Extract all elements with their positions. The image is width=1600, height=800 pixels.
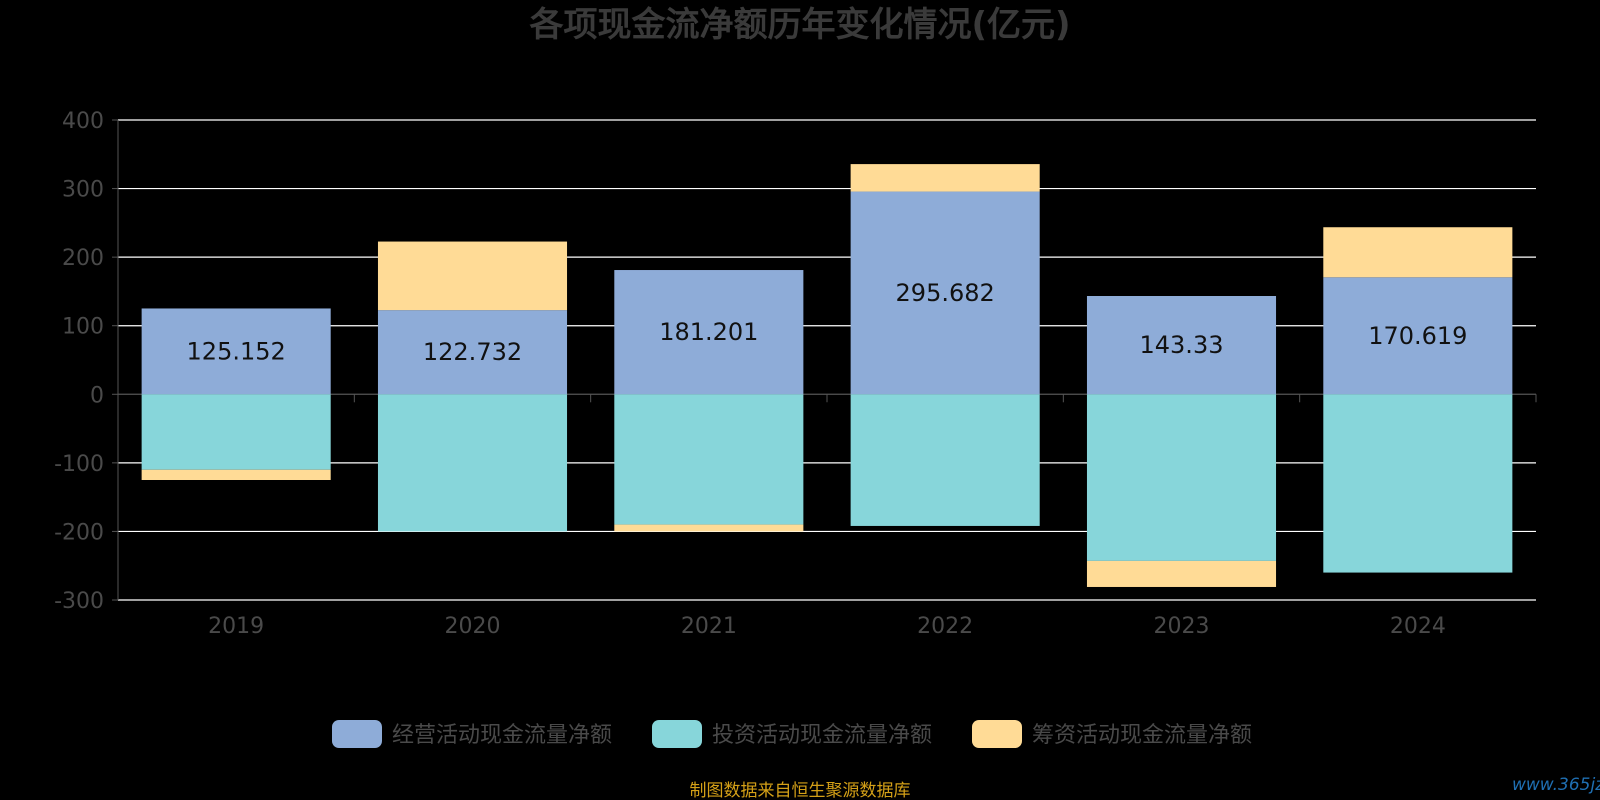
y-tick-label: -300 <box>54 589 104 614</box>
bar-segment[interactable] <box>1323 227 1513 278</box>
bar-segment[interactable] <box>1323 277 1513 395</box>
bar-segment[interactable] <box>614 394 804 525</box>
y-tick-label: 200 <box>62 246 104 271</box>
bar-segment[interactable] <box>614 270 804 395</box>
bar-segment[interactable] <box>141 308 331 395</box>
bar-segment[interactable] <box>1323 394 1513 573</box>
legend-label[interactable]: 筹资活动现金流量净额 <box>1032 723 1252 748</box>
y-tick-label: 400 <box>62 109 104 134</box>
x-tick-label: 2020 <box>445 614 501 639</box>
y-axis: 400 300 200 100 0 -100 -200 -300 <box>54 109 119 614</box>
data-label: 181.201 <box>659 318 758 346</box>
legend[interactable]: 经营活动现金流量净额 投资活动现金流量净额 筹资活动现金流量净额 <box>332 720 1252 748</box>
y-tick-label: 0 <box>90 383 104 408</box>
bar-segment[interactable] <box>377 310 568 395</box>
bar-segment[interactable] <box>850 191 1040 395</box>
data-label: 143.33 <box>1140 331 1224 359</box>
bar-segment[interactable] <box>614 524 804 532</box>
data-label: 122.732 <box>423 338 522 366</box>
bar-segment[interactable] <box>141 394 331 470</box>
legend-label[interactable]: 经营活动现金流量净额 <box>392 723 612 748</box>
legend-swatch[interactable] <box>652 720 702 748</box>
source-note: 制图数据来自恒生聚源数据库 <box>690 781 911 800</box>
bar-segment[interactable] <box>850 394 1040 526</box>
x-tick-label: 2021 <box>681 614 737 639</box>
y-tick-label: 300 <box>62 178 104 203</box>
bar-segment[interactable] <box>1086 296 1277 395</box>
legend-swatch[interactable] <box>332 720 382 748</box>
watermark: www.365jz.com <box>1512 775 1600 795</box>
bar-segment[interactable] <box>377 394 568 532</box>
bars <box>141 164 1513 587</box>
y-tick-label: -100 <box>54 452 104 477</box>
bar-segment[interactable] <box>850 164 1040 192</box>
data-label: 295.682 <box>896 279 995 307</box>
bar-segment[interactable] <box>1086 560 1277 587</box>
y-tick-label: 100 <box>62 315 104 340</box>
x-tick-label: 2022 <box>917 614 973 639</box>
bar-segment[interactable] <box>1086 394 1277 561</box>
x-tick-label: 2019 <box>208 614 264 639</box>
y-tick-label: -200 <box>54 520 104 545</box>
legend-swatch[interactable] <box>972 720 1022 748</box>
x-tick-label: 2023 <box>1154 614 1210 639</box>
data-labels: 125.152 122.732 181.201 295.682 143.33 170.61… <box>187 279 1468 366</box>
x-axis: 2019 2020 2021 2022 2023 2024 <box>117 394 1537 639</box>
data-label: 170.619 <box>1368 322 1467 350</box>
bar-segment[interactable] <box>141 469 331 480</box>
legend-label[interactable]: 投资活动现金流量净额 <box>712 723 932 748</box>
data-label: 125.152 <box>187 337 286 365</box>
bar-segment[interactable] <box>377 241 568 311</box>
x-tick-label: 2024 <box>1390 614 1446 639</box>
chart-title: 各项现金流净额历年变化情况(亿元) <box>529 5 1070 45</box>
